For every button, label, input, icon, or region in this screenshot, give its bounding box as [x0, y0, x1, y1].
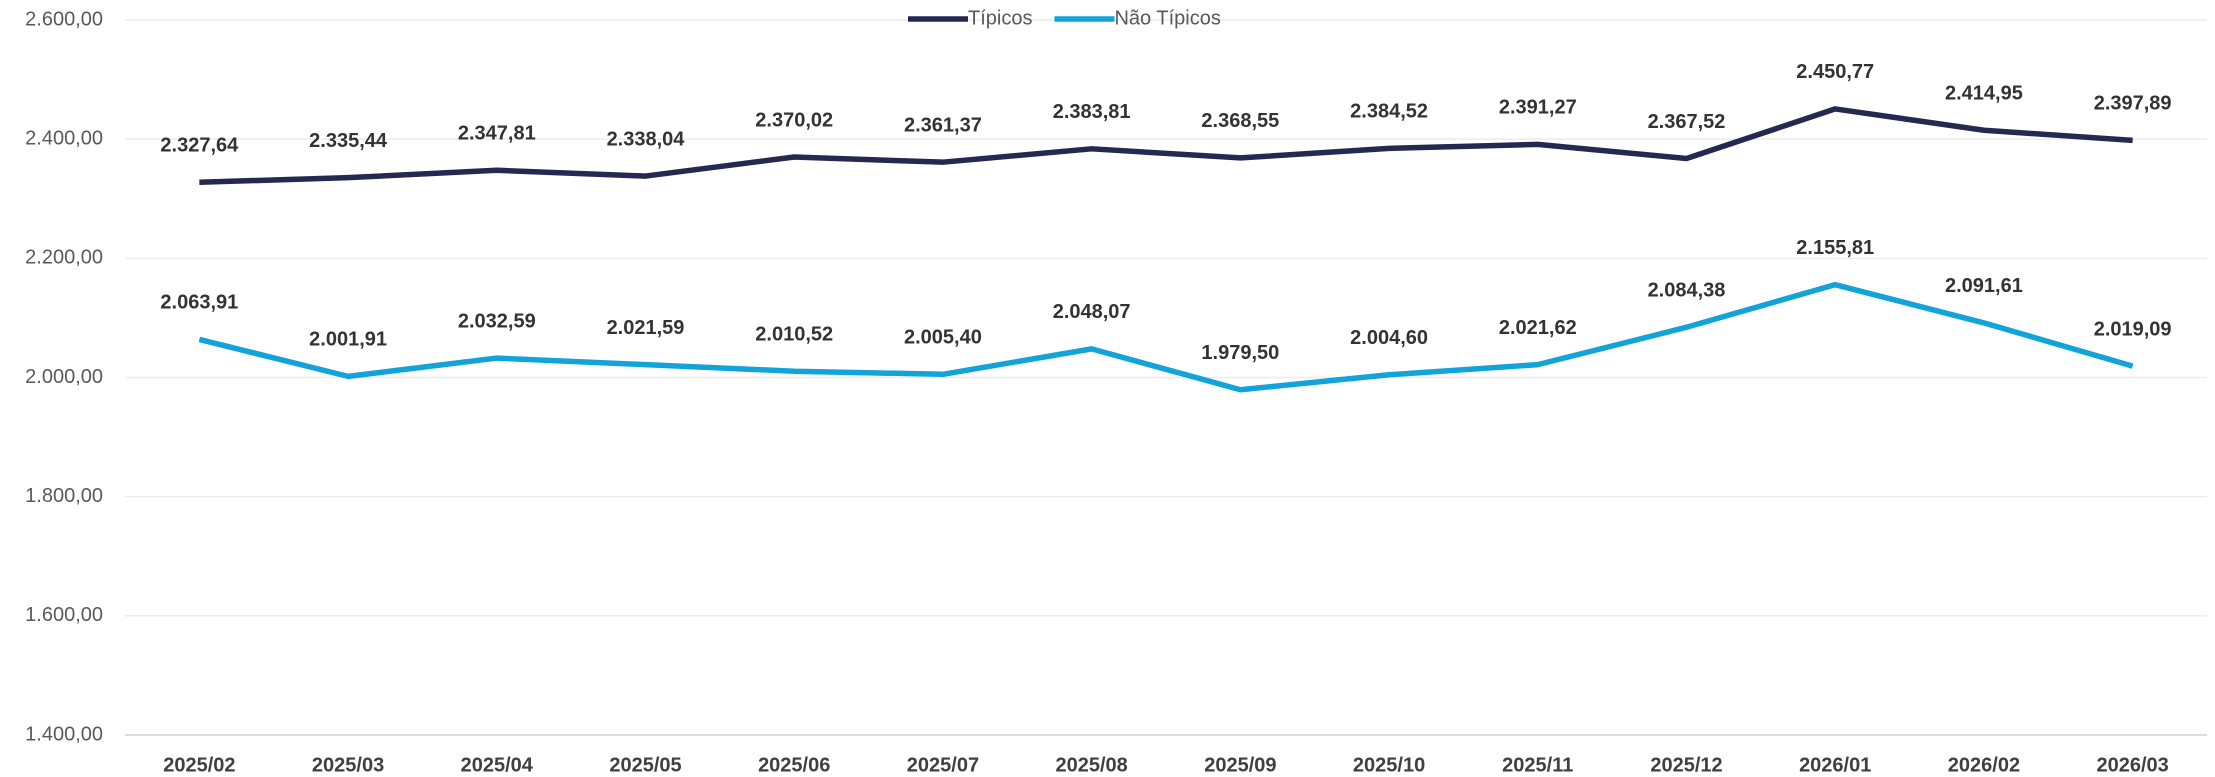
x-tick-label: 2025/06 — [758, 754, 830, 776]
x-tick-label: 2025/09 — [1204, 754, 1276, 776]
data-label: 2.021,59 — [607, 317, 685, 339]
data-label: 2.368,55 — [1201, 110, 1279, 132]
data-label: 2.367,52 — [1648, 111, 1726, 133]
data-label: 2.048,07 — [1053, 301, 1131, 323]
data-label: 2.010,52 — [755, 324, 833, 346]
x-tick-label: 2025/08 — [1055, 754, 1127, 776]
data-label: 2.021,62 — [1499, 317, 1577, 339]
data-label: 2.347,81 — [458, 123, 536, 145]
y-tick-label: 2.200,00 — [25, 247, 103, 269]
data-label: 2.338,04 — [607, 128, 686, 150]
y-tick-label: 1.600,00 — [25, 604, 103, 626]
legend-label: Típicos — [968, 7, 1032, 29]
line — [199, 106, 2133, 186]
data-label: 2.391,27 — [1499, 97, 1577, 119]
data-label: 2.032,59 — [458, 310, 536, 332]
data-label: 2.361,37 — [904, 114, 982, 136]
data-label: 2.155,81 — [1796, 237, 1874, 259]
x-tick-label: 2025/03 — [312, 754, 384, 776]
data-label: 2.384,52 — [1350, 101, 1428, 123]
data-label: 2.084,38 — [1648, 280, 1726, 302]
y-tick-label: 2.400,00 — [25, 127, 103, 149]
y-tick-label: 1.400,00 — [25, 723, 103, 745]
x-tick-label: 2025/11 — [1502, 754, 1573, 776]
data-label: 2.414,95 — [1945, 83, 2023, 105]
y-tick-label: 2.600,00 — [25, 8, 103, 30]
y-tick-label: 1.800,00 — [25, 485, 103, 507]
x-tick-label: 2026/03 — [2096, 754, 2168, 776]
x-tick-label: 2025/10 — [1353, 754, 1425, 776]
data-label: 2.397,89 — [2094, 93, 2172, 115]
data-label: 2.004,60 — [1350, 327, 1428, 349]
x-tick-label: 2025/05 — [609, 754, 681, 776]
x-tick-label: 2025/04 — [461, 754, 534, 776]
data-label: 2.001,91 — [309, 329, 387, 351]
x-tick-label: 2026/01 — [1799, 754, 1871, 776]
x-tick-label: 2026/02 — [1948, 754, 2020, 776]
x-tick-label: 2025/07 — [907, 754, 979, 776]
line — [198, 281, 2134, 393]
x-tick-label: 2025/02 — [163, 754, 235, 776]
data-label: 2.063,91 — [160, 292, 238, 314]
y-tick-label: 2.000,00 — [25, 366, 103, 388]
data-label: 2.335,44 — [309, 130, 388, 152]
data-label: 2.327,64 — [160, 135, 239, 157]
legend-label: Não Típicos — [1114, 7, 1220, 29]
data-label: 2.383,81 — [1053, 101, 1131, 123]
data-label: 2.019,09 — [2094, 318, 2172, 340]
data-label: 2.091,61 — [1945, 275, 2023, 297]
data-label: 2.370,02 — [755, 109, 833, 131]
x-tick-label: 2025/12 — [1650, 754, 1722, 776]
data-label: 1.979,50 — [1201, 342, 1279, 364]
data-label: 2.450,77 — [1796, 61, 1874, 83]
data-label: 2.005,40 — [904, 327, 982, 349]
